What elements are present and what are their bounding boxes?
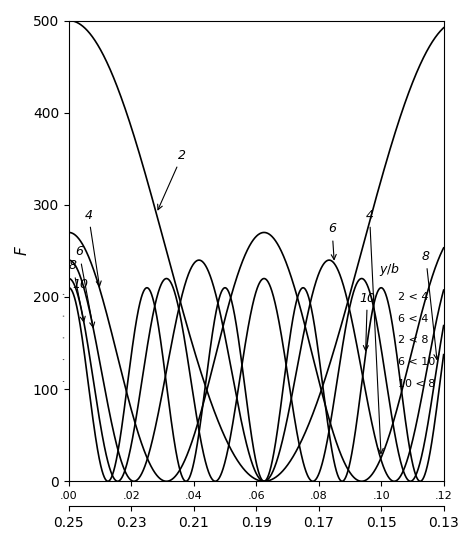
Text: 6 < 4: 6 < 4	[398, 313, 428, 324]
Text: 10: 10	[359, 292, 375, 350]
Text: 2 < 8: 2 < 8	[398, 335, 428, 346]
Text: 2: 2	[158, 149, 186, 210]
Text: 4: 4	[84, 209, 101, 286]
Text: 10 < 8: 10 < 8	[398, 379, 436, 389]
Text: 4: 4	[365, 209, 383, 453]
Text: 10: 10	[72, 278, 88, 290]
Text: $y/b$: $y/b$	[379, 261, 401, 277]
Text: 8: 8	[422, 250, 439, 359]
Text: 6: 6	[75, 245, 95, 328]
Text: 8: 8	[69, 259, 85, 322]
Y-axis label: F: F	[15, 246, 30, 255]
Text: 6: 6	[328, 222, 336, 259]
Text: 2 < 4: 2 < 4	[398, 292, 428, 302]
Text: 6 < 10: 6 < 10	[398, 357, 436, 367]
